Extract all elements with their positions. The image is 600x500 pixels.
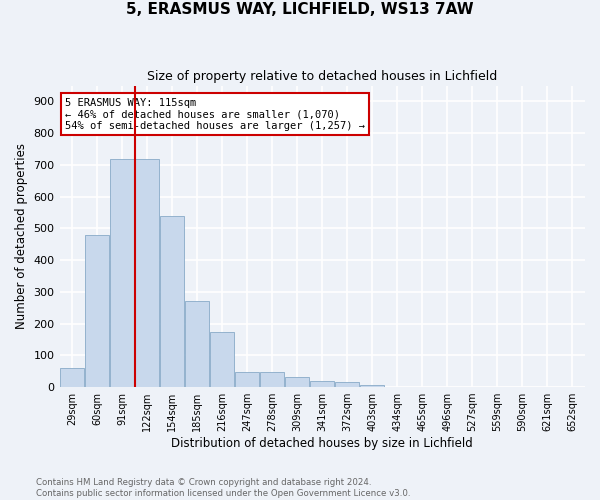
Bar [210,332,234,387]
Bar [260,372,284,387]
Text: 5, ERASMUS WAY, LICHFIELD, WS13 7AW: 5, ERASMUS WAY, LICHFIELD, WS13 7AW [126,2,474,18]
Bar [135,159,159,387]
Title: Size of property relative to detached houses in Lichfield: Size of property relative to detached ho… [147,70,497,83]
Bar [185,301,209,387]
Text: 5 ERASMUS WAY: 115sqm
← 46% of detached houses are smaller (1,070)
54% of semi-d: 5 ERASMUS WAY: 115sqm ← 46% of detached … [65,98,365,131]
Bar [160,216,184,387]
Bar [361,384,384,387]
Bar [235,372,259,387]
Bar [110,159,134,387]
Bar [85,234,109,387]
Y-axis label: Number of detached properties: Number of detached properties [15,144,28,330]
Bar [60,368,84,387]
Text: Contains HM Land Registry data © Crown copyright and database right 2024.
Contai: Contains HM Land Registry data © Crown c… [36,478,410,498]
Bar [310,380,334,387]
Bar [286,377,309,387]
Bar [335,382,359,387]
X-axis label: Distribution of detached houses by size in Lichfield: Distribution of detached houses by size … [172,437,473,450]
